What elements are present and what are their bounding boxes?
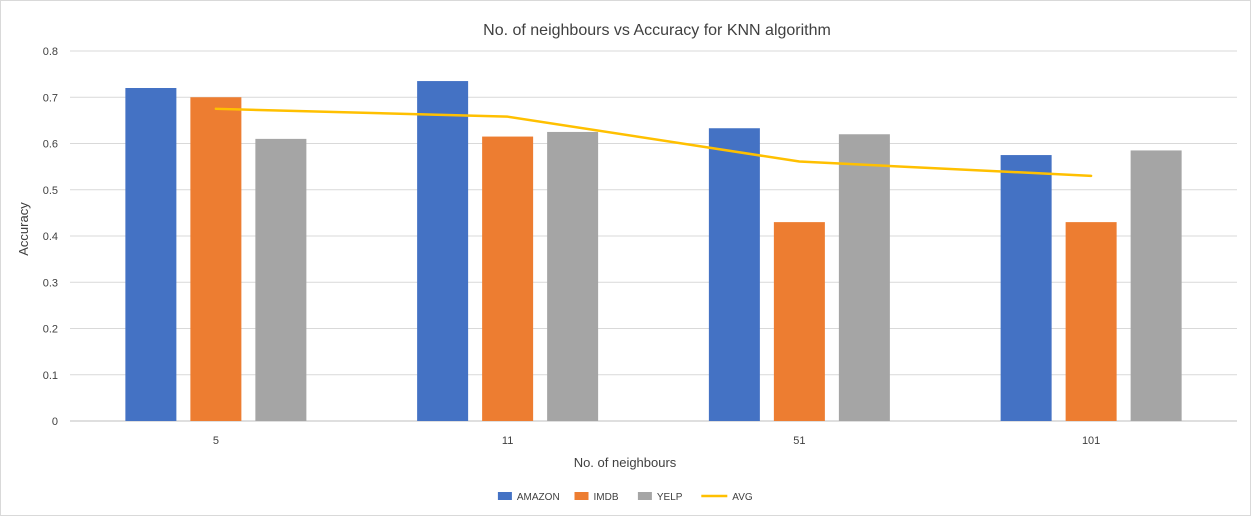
bar-amazon-101 xyxy=(1000,155,1052,421)
y-tick-label: 0 xyxy=(52,416,58,428)
y-tick-label: 0.6 xyxy=(43,139,58,151)
x-tick-label: 11 xyxy=(502,435,513,447)
bar-yelp-5 xyxy=(255,138,307,421)
legend-item-yelp: YELP xyxy=(637,492,683,503)
x-axis-ticks: 5 11 51 101 xyxy=(213,435,1100,447)
legend: AMAZON IMDB YELP AVG xyxy=(497,492,753,503)
y-tick-label: 0.2 xyxy=(43,324,58,336)
bar-imdb-51 xyxy=(773,222,825,421)
bar-imdb-101 xyxy=(1065,222,1117,421)
bars xyxy=(125,81,1182,422)
y-tick-label: 0.7 xyxy=(43,92,58,104)
legend-item-imdb: IMDB xyxy=(574,492,619,503)
legend-swatch-amazon xyxy=(497,492,512,500)
legend-swatch-yelp xyxy=(637,492,652,500)
bar-yelp-11 xyxy=(547,131,599,421)
line-avg xyxy=(214,107,1093,178)
bar-amazon-5 xyxy=(125,88,177,421)
y-axis-title: Accuracy xyxy=(16,202,31,256)
legend-label: AMAZON xyxy=(517,492,560,503)
legend-label: IMDB xyxy=(594,492,619,503)
x-tick-label: 51 xyxy=(793,435,805,447)
gridlines xyxy=(70,50,1237,422)
avg-line-layer xyxy=(214,107,1093,178)
legend-item-amazon: AMAZON xyxy=(497,492,560,503)
y-tick-label: 0.1 xyxy=(43,370,58,382)
x-tick-label: 101 xyxy=(1082,435,1100,447)
y-tick-label: 0.8 xyxy=(43,46,58,58)
bar-amazon-51 xyxy=(708,128,760,422)
bar-amazon-11 xyxy=(417,81,469,421)
y-tick-label: 0.5 xyxy=(43,185,58,197)
y-axis-ticks: 0 0.1 0.2 0.3 0.4 0.5 0.6 0.7 0.8 xyxy=(43,46,58,428)
bar-imdb-5 xyxy=(190,97,242,421)
legend-label: YELP xyxy=(657,492,683,503)
y-tick-label: 0.3 xyxy=(43,277,58,289)
legend-label: AVG xyxy=(732,492,753,503)
bar-yelp-51 xyxy=(838,134,890,421)
bar-yelp-101 xyxy=(1130,150,1182,421)
bar-imdb-11 xyxy=(482,136,534,421)
x-axis-title: No. of neighbours xyxy=(574,455,677,470)
chart-title: No. of neighbours vs Accuracy for KNN al… xyxy=(483,22,831,39)
legend-item-avg: AVG xyxy=(701,492,753,503)
x-tick-label: 5 xyxy=(213,435,219,447)
legend-swatch-imdb xyxy=(574,492,589,500)
y-tick-label: 0.4 xyxy=(43,231,58,243)
